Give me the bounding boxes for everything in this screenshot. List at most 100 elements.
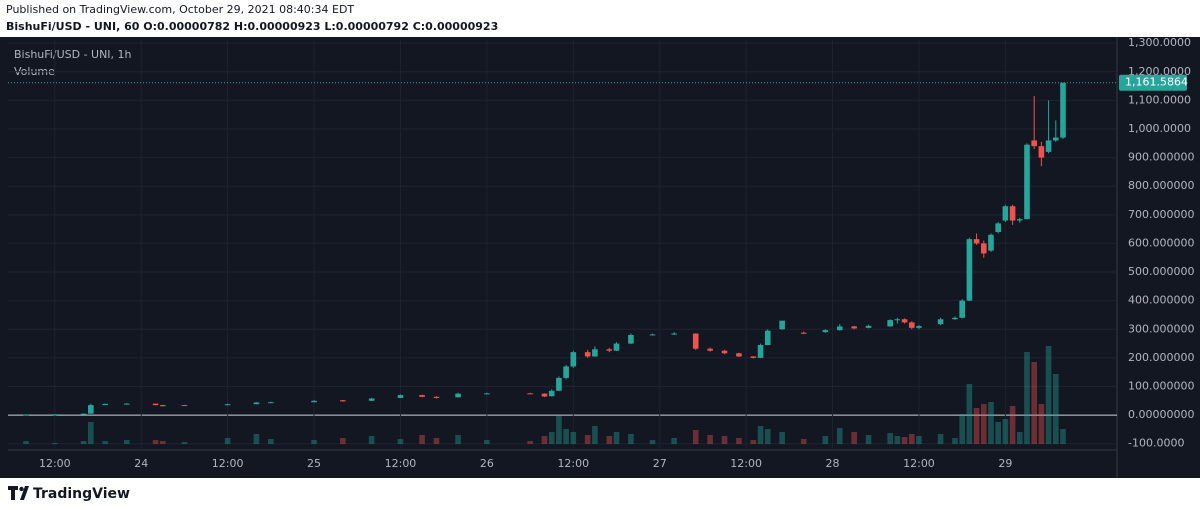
candle-body xyxy=(152,403,159,406)
volume-bar xyxy=(959,414,965,444)
x-tick-label: 26 xyxy=(480,457,494,470)
x-tick-label: 12:00 xyxy=(903,457,935,470)
candle-body xyxy=(1002,206,1009,221)
y-tick-label: 1,200.0000 xyxy=(1128,65,1191,78)
candle-body xyxy=(1016,219,1023,221)
volume-bar xyxy=(980,404,987,444)
candle-body xyxy=(865,325,872,328)
volume-bar xyxy=(563,429,569,444)
candle-body xyxy=(368,398,375,401)
candle-body xyxy=(995,223,1001,232)
y-tick-label: 1,100.0000 xyxy=(1128,93,1191,106)
volume-bar xyxy=(268,439,274,444)
symbol-line: BishuFi/USD - UNI, 60 O:0.00000782 H:0.0… xyxy=(6,20,499,33)
candle-body xyxy=(556,377,562,391)
volume-bar xyxy=(1031,362,1037,444)
candle-body xyxy=(916,326,922,328)
volume-bar xyxy=(340,438,346,444)
y-tick-label: 300.000000 xyxy=(1128,322,1194,335)
candle-body xyxy=(1031,140,1037,147)
y-tick-label: 400.000000 xyxy=(1128,294,1194,307)
y-tick-label: 1,000.0000 xyxy=(1128,122,1191,135)
brand-logo xyxy=(8,486,29,500)
volume-bar xyxy=(541,436,548,444)
candle-body xyxy=(80,413,87,415)
candle-body xyxy=(433,396,440,398)
volume-bar xyxy=(973,408,980,444)
volume-bar xyxy=(23,441,29,444)
x-tick-label: 12:00 xyxy=(385,457,417,470)
candle-body xyxy=(628,334,634,344)
candle-body xyxy=(822,330,829,333)
candle-body xyxy=(1024,144,1030,220)
candle-body xyxy=(224,404,231,406)
candle-body xyxy=(584,352,591,357)
volume-bar xyxy=(937,434,944,444)
candle-body xyxy=(268,402,274,404)
x-tick-label: 12:00 xyxy=(557,457,589,470)
published-text: Published on TradingView.com, October 29… xyxy=(6,3,355,16)
volume-bar xyxy=(592,426,598,444)
candle-body xyxy=(102,403,109,406)
y-tick-label: 800.000000 xyxy=(1128,179,1194,192)
volume-bar xyxy=(606,436,613,444)
x-tick-label: 25 xyxy=(307,457,321,470)
volume-bar xyxy=(181,442,188,444)
volume-bar xyxy=(822,436,829,444)
volume-bar xyxy=(455,435,461,444)
candle-body xyxy=(692,333,699,349)
x-tick-label: 12:00 xyxy=(212,457,244,470)
candle-body xyxy=(966,239,973,301)
volume-bar xyxy=(901,437,908,444)
candle-body xyxy=(750,356,757,358)
volume-bar xyxy=(952,438,958,444)
volume-bar xyxy=(707,435,713,444)
x-tick-label: 12:00 xyxy=(39,457,71,470)
volume-bar xyxy=(253,434,260,444)
volume-bar xyxy=(851,432,857,444)
volume-bar xyxy=(757,426,764,444)
brand-name: TradingView xyxy=(33,486,130,502)
candle-body xyxy=(592,349,598,357)
y-tick-label: 500.000000 xyxy=(1128,265,1194,278)
volume-bar xyxy=(419,435,425,444)
volume-bar xyxy=(649,440,656,444)
y-tick-label: 0.00000000 xyxy=(1128,408,1194,421)
candle-body xyxy=(1060,82,1066,138)
volume-bar xyxy=(80,441,87,444)
candle-body xyxy=(311,400,317,403)
candle-body xyxy=(671,333,677,335)
candle-body xyxy=(253,402,260,405)
candle-body xyxy=(484,393,490,395)
volume-bar xyxy=(750,440,757,444)
candle-body xyxy=(779,320,785,330)
candle-body xyxy=(707,348,713,351)
candle-body xyxy=(901,319,908,323)
candle-body xyxy=(980,243,987,254)
volume-bar xyxy=(721,436,728,444)
candle-body xyxy=(988,234,994,251)
volume-bar xyxy=(556,416,562,444)
volume-bar xyxy=(527,441,533,444)
candle-body xyxy=(124,403,130,405)
candle-body xyxy=(563,366,569,378)
candle-body xyxy=(23,414,29,416)
volume-bar xyxy=(368,436,375,444)
last-price-tag xyxy=(1119,74,1187,91)
y-tick-label: 900.000000 xyxy=(1128,151,1194,164)
volume-bar xyxy=(671,438,677,444)
candle-body xyxy=(455,393,461,398)
volume-bar xyxy=(570,432,577,444)
x-tick-label: 12:00 xyxy=(730,457,762,470)
y-tick-label: -100.0000 xyxy=(1128,437,1184,450)
volume-bar xyxy=(995,422,1001,444)
candle-body xyxy=(397,395,404,398)
volume-bar xyxy=(836,428,843,444)
volume-bar xyxy=(764,429,771,444)
candle-body xyxy=(52,414,58,416)
candle-body xyxy=(541,393,548,397)
volume-bar xyxy=(311,440,317,444)
x-tick-label: 24 xyxy=(134,457,148,470)
